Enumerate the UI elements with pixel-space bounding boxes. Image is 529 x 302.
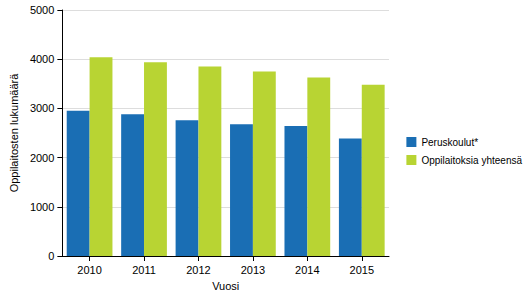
svg-text:5000: 5000 <box>30 4 54 16</box>
svg-text:1000: 1000 <box>30 201 54 213</box>
svg-text:Peruskoulut*: Peruskoulut* <box>421 137 478 148</box>
svg-text:3000: 3000 <box>30 102 54 114</box>
svg-text:Oppilaitoksia yhteensä: Oppilaitoksia yhteensä <box>421 155 522 166</box>
svg-text:2013: 2013 <box>241 264 265 276</box>
svg-text:2011: 2011 <box>132 264 156 276</box>
svg-text:0: 0 <box>48 250 54 262</box>
svg-text:4000: 4000 <box>30 53 54 65</box>
svg-text:2014: 2014 <box>295 264 319 276</box>
svg-text:2000: 2000 <box>30 152 54 164</box>
svg-text:Vuosi: Vuosi <box>212 280 239 292</box>
svg-text:2012: 2012 <box>186 264 210 276</box>
svg-text:2010: 2010 <box>77 264 101 276</box>
svg-text:Oppilaitosten lukumäärä: Oppilaitosten lukumäärä <box>8 73 20 193</box>
svg-text:2015: 2015 <box>350 264 374 276</box>
